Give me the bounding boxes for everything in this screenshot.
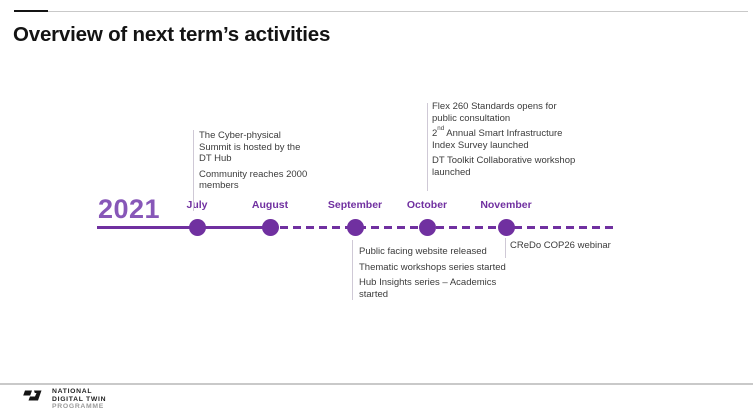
timeline-dot-july: [188, 219, 206, 236]
month-label-august: August: [251, 199, 289, 211]
org-logo: NATIONAL DIGITAL TWIN PROGRAMME: [23, 388, 106, 411]
annotation-text: Thematic workshops series started: [359, 261, 506, 273]
org-name: NATIONAL DIGITAL TWIN PROGRAMME: [52, 388, 106, 411]
annotation-standards: Flex 260 Standards opens for public cons…: [432, 101, 582, 182]
top-accent-bar: [14, 10, 48, 12]
org-name-line1: NATIONAL: [52, 388, 93, 395]
month-label-july: July: [186, 199, 208, 211]
timeline-dot-august: [261, 219, 279, 236]
timeline-dot-september: [346, 219, 364, 236]
annotation-text: Community reaches 2000 members: [199, 168, 308, 192]
month-label-october: October: [406, 199, 448, 211]
annotation-text: DT Toolkit Collaborative workshop launch…: [432, 155, 576, 178]
month-label-november: November: [480, 199, 532, 211]
org-name-line2: DIGITAL TWIN: [52, 395, 107, 403]
ndt-logo-icon: [23, 390, 42, 401]
timeline-line-solid: [97, 226, 273, 229]
annotation-text: The Cyber-physical Summit is hosted by t…: [199, 130, 301, 164]
annotation-cyber-summit: The Cyber-physical Summit is hosted by t…: [199, 130, 311, 196]
org-name-line3: PROGRAMME: [52, 403, 104, 411]
leader-line-website: [352, 240, 353, 300]
annotation-text: Public facing website released: [359, 246, 487, 257]
month-label-september: September: [327, 199, 383, 211]
timeline-dot-october: [418, 219, 436, 236]
footer-divider: [0, 383, 753, 385]
leader-line-standards: [427, 103, 428, 191]
annotation-text: Hub Insights series – Academics started: [359, 277, 497, 300]
timeline-year: 2021: [98, 194, 161, 224]
top-divider: [14, 11, 748, 12]
page-title: Overview of next term’s activities: [13, 23, 331, 46]
timeline-dot-november: [497, 219, 515, 236]
timeline-line-dashed: [280, 226, 614, 229]
leader-line-cyber-summit: [193, 130, 194, 211]
annotation-website: Public facing website released Thematic w…: [359, 246, 519, 304]
annotation-text: Flex 260 Standards opens for public cons…: [432, 101, 557, 124]
annotation-credo: CReDo COP26 webinar: [510, 240, 650, 256]
annotation-text: CReDo COP26 webinar: [510, 240, 611, 251]
annotation-text: 2nd Annual Smart Infrastructure Index Su…: [432, 124, 563, 151]
leader-line-credo: [505, 238, 506, 258]
